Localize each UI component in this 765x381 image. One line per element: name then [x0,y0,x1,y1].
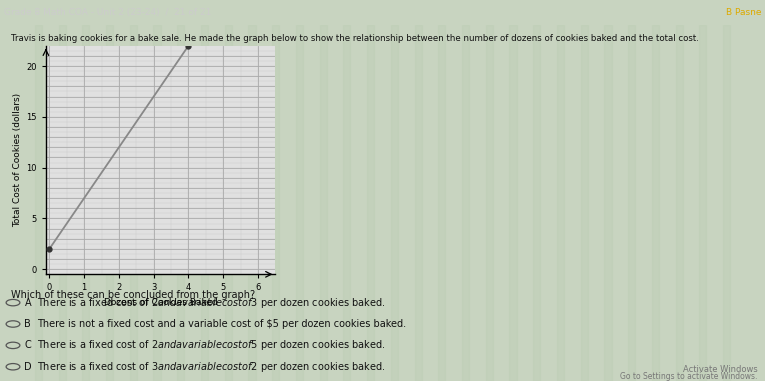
Bar [320,25,327,381]
Text: There is a fixed cost of $2 and a variable cost of $5 per dozen cookies baked.: There is a fixed cost of $2 and a variab… [37,338,386,352]
Text: B Pasne: B Pasne [726,8,761,17]
Bar [130,25,137,381]
Bar [533,25,540,381]
Text: Grade 8 Math COA - Unit 2 (23-24)  /  21 of 21: Grade 8 Math COA - Unit 2 (23-24) / 21 o… [4,8,211,17]
Bar [296,25,303,381]
Text: Travis is baking cookies for a bake sale. He made the graph below to show the re: Travis is baking cookies for a bake sale… [11,34,699,43]
Text: Go to Settings to activate Windows.: Go to Settings to activate Windows. [620,372,757,381]
Text: There is a fixed cost of $3 and a variable cost of $2 per dozen cookies baked.: There is a fixed cost of $3 and a variab… [37,360,386,374]
Text: B: B [24,319,31,329]
Text: There is a fixed cost of $2 and a variable cost of $3 per dozen cookies baked.: There is a fixed cost of $2 and a variab… [37,296,386,310]
Bar [438,25,445,381]
Bar [225,25,232,381]
Bar [581,25,588,381]
Bar [83,25,90,381]
Bar [249,25,256,381]
Bar [509,25,516,381]
Bar [675,25,682,381]
Bar [628,25,635,381]
Bar [652,25,659,381]
Y-axis label: Total Cost of Cookies (dollars): Total Cost of Cookies (dollars) [13,93,22,227]
Bar [58,25,66,381]
Bar [462,25,469,381]
Bar [557,25,564,381]
X-axis label: Dozens of Cookies Baked: Dozens of Cookies Baked [104,298,217,307]
Bar [367,25,374,381]
Bar [106,25,113,381]
Text: C: C [24,340,31,351]
Bar [34,25,42,381]
Text: There is not a fixed cost and a variable cost of $5 per dozen cookies baked.: There is not a fixed cost and a variable… [37,319,406,329]
Text: A: A [24,298,31,307]
Bar [154,25,161,381]
Bar [486,25,493,381]
Bar [391,25,398,381]
Bar [699,25,707,381]
Text: Activate Windows: Activate Windows [682,365,757,374]
Bar [415,25,422,381]
Bar [604,25,611,381]
Text: D: D [24,362,32,372]
Text: Which of these can be concluded from the graph?: Which of these can be concluded from the… [11,290,256,300]
Bar [177,25,184,381]
Bar [201,25,208,381]
Bar [723,25,731,381]
Bar [272,25,279,381]
Bar [343,25,350,381]
